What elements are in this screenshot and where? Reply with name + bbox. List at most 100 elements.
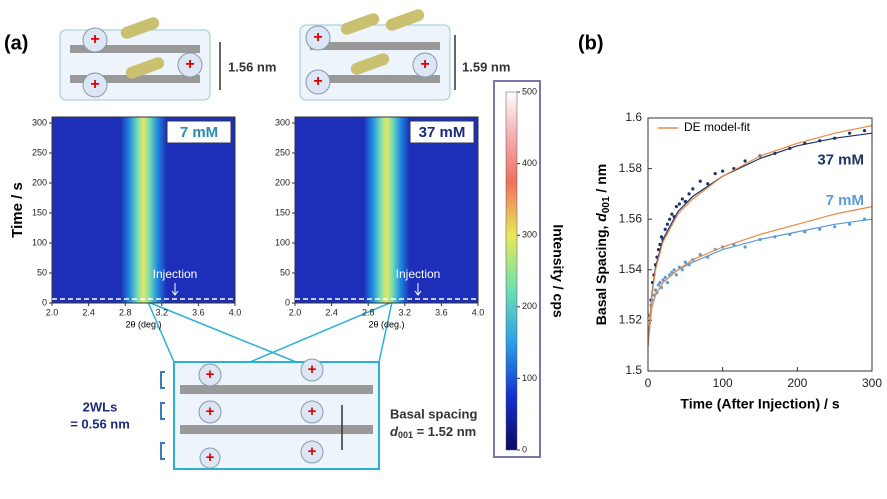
svg-text:+: +: [206, 449, 215, 466]
y-axis-label-part: 001: [601, 196, 612, 213]
data-point: [663, 227, 667, 231]
basal-value: = 1.52 nm: [413, 424, 476, 439]
wl-label: 2WLs: [83, 399, 118, 414]
x-tick-label: 2.8: [362, 307, 375, 317]
heatmap-label: 7 mM: [180, 124, 218, 141]
y-tick-label: 0: [285, 297, 290, 307]
heatmap-band: [120, 117, 167, 303]
data-point: [674, 204, 678, 209]
panel-label: (b): [578, 32, 604, 54]
colorbar: [505, 91, 518, 451]
spacing-label: 1.59 nm: [462, 59, 510, 74]
data-point: [721, 169, 725, 173]
data-point: [672, 268, 676, 272]
svg-text:+: +: [90, 31, 99, 48]
data-point: [680, 197, 684, 201]
y-axis-label-part: Basal Spacing,: [593, 222, 609, 325]
svg-text:+: +: [420, 56, 429, 73]
y-axis-label: Basal Spacing, d001 / nm: [593, 164, 612, 325]
x-tick-label: 2.8: [119, 307, 132, 317]
data-point: [680, 268, 684, 272]
basal-var: d: [390, 424, 399, 439]
data-point: [818, 227, 822, 231]
y-tick-label: 0: [42, 297, 47, 307]
y-tick-label: 1.56: [619, 211, 643, 225]
data-point: [653, 288, 658, 292]
basal-label: Basal spacing: [390, 406, 477, 421]
colorbar-frame: [493, 80, 541, 458]
label-box: [166, 120, 232, 144]
y-tick-label: 1.58: [619, 161, 643, 175]
series-label: 7 mM: [826, 192, 864, 209]
y-tick-label: 200: [275, 177, 290, 187]
colorbar-tick-label: 200: [522, 301, 537, 311]
data-point: [743, 245, 747, 249]
data-point: [687, 192, 691, 196]
data-point: [665, 222, 670, 226]
plot-frame: [51, 116, 236, 304]
x-tick-label: 0: [645, 376, 652, 390]
y-axis-label-part: / nm: [593, 164, 609, 197]
plot-frame: [647, 117, 873, 372]
colorbar-tick-label: 300: [522, 230, 537, 240]
x-tick-label: 4.0: [472, 307, 485, 317]
y-tick-label: 1.54: [619, 262, 643, 276]
y-tick-label: 300: [275, 117, 290, 127]
data-point: [670, 212, 674, 216]
x-tick-label: 200: [787, 376, 807, 390]
x-tick-label: 2.4: [325, 307, 338, 317]
data-point: [656, 283, 661, 287]
y-tick-label: 250: [275, 147, 290, 157]
injection-arrow: [171, 283, 179, 296]
injection-label: Injection: [153, 267, 198, 281]
model-fit-line: [647, 125, 873, 346]
y-tick-label: 100: [275, 237, 290, 247]
y-tick-label: 50: [37, 267, 47, 277]
schematic-top-left: + + +: [59, 17, 221, 101]
data-point: [848, 222, 852, 226]
x-tick-label: 4.0: [229, 307, 242, 317]
colorbar-tick-label: 0: [522, 444, 527, 454]
data-point: [658, 280, 662, 285]
injection-arrow: [414, 283, 422, 296]
y-tick-label: 1.6: [625, 110, 642, 124]
y-axis-label: Time / s: [9, 182, 26, 238]
plot-frame: [294, 116, 479, 304]
x-tick-label: 2.0: [46, 307, 59, 317]
x-tick-label: 2.0: [289, 307, 302, 317]
data-point: [674, 273, 678, 277]
y-tick-label: 1.52: [619, 313, 643, 327]
data-point: [656, 247, 661, 252]
x-axis-label: 2θ (deg.): [368, 319, 404, 329]
x-tick-label: 100: [713, 376, 733, 390]
svg-text:+: +: [308, 403, 317, 420]
data-point: [713, 172, 717, 176]
y-tick-label: 1.5: [625, 363, 642, 377]
svg-text:+: +: [308, 443, 317, 460]
data-point: [698, 179, 702, 183]
x-tick-label: 3.6: [192, 307, 205, 317]
data-point: [862, 129, 867, 133]
schematic-top-right: + + +: [299, 9, 456, 101]
series-label: 37 mM: [817, 152, 864, 169]
data-point: [670, 270, 674, 274]
data-point: [833, 225, 837, 229]
data-point: [665, 280, 670, 285]
y-axis-label-part: d: [593, 213, 609, 222]
colorbar-tick-label: 400: [522, 158, 537, 168]
data-point: [683, 260, 687, 264]
colorbar-tick-label: 100: [522, 373, 537, 383]
x-tick-label: 3.2: [156, 307, 169, 317]
svg-text:+: +: [185, 56, 194, 73]
heatmap-band: [363, 117, 410, 303]
y-tick-label: 100: [32, 237, 47, 247]
basal-label: d001 = 1.52 nm: [390, 424, 476, 440]
x-tick-label: 2.4: [82, 307, 95, 317]
wl-label: = 0.56 nm: [70, 416, 130, 431]
x-axis-label: Time (After Injection) / s: [680, 396, 839, 412]
svg-text:+: +: [308, 361, 317, 378]
svg-text:+: +: [206, 403, 215, 420]
x-axis-label: 2θ (deg.): [125, 319, 161, 329]
data-point: [683, 199, 687, 204]
legend-label: DE model-fit: [684, 120, 751, 134]
